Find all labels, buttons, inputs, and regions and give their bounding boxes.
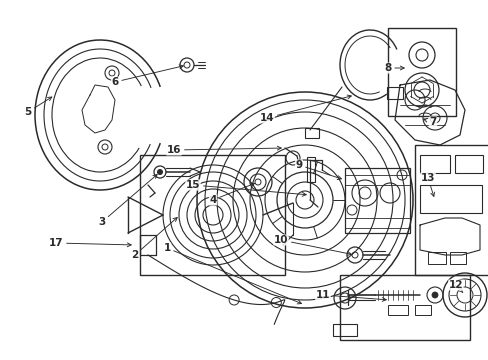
Bar bbox=[454, 155, 482, 173]
Text: 16: 16 bbox=[166, 145, 281, 155]
Text: 12: 12 bbox=[448, 280, 462, 293]
Bar bbox=[386, 87, 402, 99]
Circle shape bbox=[431, 292, 437, 298]
Text: 10: 10 bbox=[273, 235, 350, 255]
Text: 15: 15 bbox=[185, 180, 305, 196]
Text: 13: 13 bbox=[420, 173, 434, 197]
Text: 17: 17 bbox=[49, 238, 131, 248]
Bar bbox=[339, 275, 469, 340]
Bar bbox=[449, 252, 465, 264]
Text: 5: 5 bbox=[24, 97, 52, 117]
Bar bbox=[140, 155, 285, 275]
Text: 2: 2 bbox=[131, 217, 177, 260]
Text: 8: 8 bbox=[384, 63, 404, 73]
Bar bbox=[414, 305, 430, 315]
Bar bbox=[419, 185, 481, 213]
Text: 14: 14 bbox=[259, 95, 350, 123]
Bar bbox=[427, 252, 445, 264]
Bar bbox=[345, 168, 409, 233]
Bar bbox=[387, 305, 407, 315]
Bar bbox=[306, 157, 314, 182]
Text: 7: 7 bbox=[423, 117, 436, 127]
Text: 11: 11 bbox=[315, 290, 386, 301]
Bar bbox=[387, 28, 455, 116]
Bar bbox=[414, 145, 488, 275]
Text: 1: 1 bbox=[163, 243, 301, 304]
Text: 3: 3 bbox=[98, 175, 157, 227]
Bar bbox=[332, 324, 356, 336]
Text: 4: 4 bbox=[209, 183, 254, 205]
Bar bbox=[305, 128, 318, 138]
Text: 6: 6 bbox=[111, 65, 183, 87]
Text: 9: 9 bbox=[295, 160, 341, 180]
Bar bbox=[419, 155, 449, 173]
Circle shape bbox=[157, 170, 162, 175]
